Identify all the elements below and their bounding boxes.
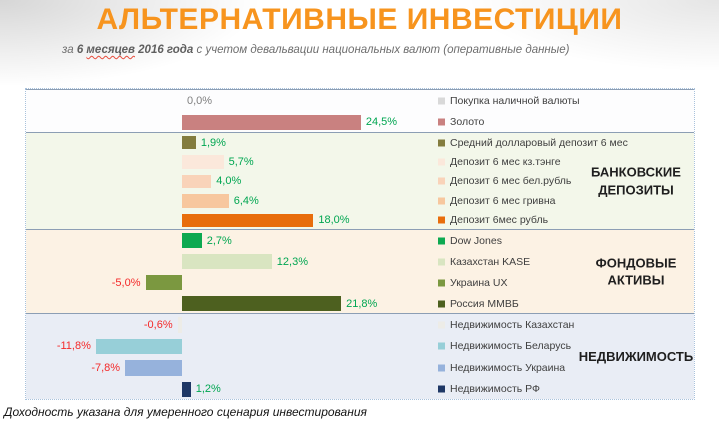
legend-label: Недвижимость Беларусь: [450, 340, 572, 353]
legend-swatch: [438, 258, 445, 265]
bar: [145, 275, 182, 290]
legend-label: Казахстан KASE: [450, 255, 531, 268]
bar-row: 4,0% Депозит 6 мес бел.рубль: [26, 172, 694, 191]
legend-swatch: [438, 342, 445, 350]
value-label: 2,7%: [206, 234, 232, 247]
group-label: НЕДВИЖИМОСТЬ: [578, 348, 694, 364]
bar-row: 21,8% Россия ММВБ: [26, 293, 694, 314]
legend-label: Покупка наличной валюты: [450, 94, 580, 107]
bar-row: -7,8% Недвижимость Украина: [26, 357, 694, 379]
bar: [182, 174, 212, 189]
bar: [182, 233, 202, 248]
legend-swatch: [438, 279, 445, 286]
group-label: ФОНДОВЫЕ АКТИВЫ: [595, 254, 677, 288]
subtitle-period-word: месяцев: [86, 44, 135, 56]
bar: [177, 317, 182, 333]
group-label: БАНКОВСКИЕ ДЕПОЗИТЫ: [591, 164, 681, 197]
legend-swatch: [438, 158, 445, 166]
bar-row: -5,0% Украина UX: [26, 272, 694, 293]
value-label: 24,5%: [365, 116, 398, 129]
bar-row: 0,0% Покупка наличной валюты: [26, 90, 694, 112]
subtitle-prefix: за: [62, 44, 77, 56]
legend-label: Депозит 6 мес гривна: [450, 194, 556, 207]
legend-label: Депозит 6 мес бел.рубль: [450, 175, 572, 188]
legend-swatch: [438, 385, 445, 393]
bar-row: 5,7% Депозит 6 мес кз.тэнге: [26, 152, 694, 171]
bar: [182, 296, 342, 311]
legend-label: Депозит 6 мес кз.тэнге: [450, 156, 561, 169]
bar: [182, 194, 229, 208]
chart-section: -0,6% Недвижимость Казахстан -11,8% Недвижи…: [26, 313, 694, 399]
legend-label: Золото: [450, 116, 485, 129]
bar: [95, 338, 182, 354]
legend-swatch: [438, 118, 445, 126]
chart-section: 2,7% Dow Jones 12,3% Казахстан KASE -5,0% Укр…: [26, 229, 694, 313]
legend-label: Недвижимость РФ: [450, 383, 541, 396]
bar-row: 18,0% Депозит 6мес рубль: [26, 211, 694, 230]
legend-swatch: [438, 321, 445, 329]
value-label: 0,0%: [187, 94, 213, 107]
value-label: -7,8%: [91, 361, 121, 374]
subtitle-period-number: 6: [76, 44, 87, 56]
value-label: 18,0%: [318, 214, 350, 227]
bar-chart: 0,0% Покупка наличной валюты 24,5% Золото 1,…: [25, 88, 695, 400]
value-label: 6,4%: [233, 194, 259, 207]
legend-label: Недвижимость Украина: [450, 361, 566, 374]
legend-swatch: [438, 364, 445, 372]
legend-swatch: [438, 97, 445, 105]
legend-label: Средний долларовый депозит 6 мес: [450, 136, 628, 149]
value-label: 5,7%: [228, 156, 254, 169]
value-label: 1,9%: [200, 136, 226, 149]
subtitle-rest: с учетом девальвации национальных валют …: [193, 44, 570, 56]
value-label: 12,3%: [276, 255, 308, 268]
bar: [182, 213, 314, 227]
bar: [182, 114, 361, 130]
legend-label: Украина UX: [450, 276, 508, 289]
legend-swatch: [438, 177, 445, 185]
bar-row: 12,3% Казахстан KASE: [26, 251, 694, 272]
bar-row: 1,2% Недвижимость РФ: [26, 379, 694, 401]
bar-row: -11,8% Недвижимость Беларусь: [26, 336, 694, 358]
bar-row: -0,6% Недвижимость Казахстан: [26, 314, 694, 336]
legend-label: Россия ММВБ: [450, 297, 519, 310]
page-title: АЛЬТЕРНАТИВНЫЕ ИНВЕСТИЦИИ: [96, 3, 623, 36]
legend-swatch: [438, 197, 445, 205]
bar: [182, 254, 272, 269]
legend-swatch: [438, 139, 445, 147]
footnote: Доходность указана для умеренного сценар…: [4, 405, 367, 419]
chart-section: 1,9% Средний долларовый депозит 6 мес 5,7%…: [26, 132, 694, 229]
value-label: 4,0%: [216, 175, 242, 188]
bar-row: 6,4% Депозит 6 мес гривна: [26, 191, 694, 210]
bar: [182, 381, 191, 397]
legend-swatch: [438, 300, 445, 307]
bar-row: 2,7% Dow Jones: [26, 230, 694, 251]
chart-section: 0,0% Покупка наличной валюты 24,5% Золото: [26, 89, 694, 132]
bar-row: 24,5% Золото: [26, 112, 694, 134]
legend-swatch: [438, 237, 445, 244]
legend-swatch: [438, 216, 445, 224]
subtitle-year: 2016 года: [134, 44, 194, 56]
value-label: -0,6%: [143, 318, 173, 331]
value-label: -11,8%: [56, 340, 91, 353]
bar: [125, 360, 182, 376]
value-label: 1,2%: [195, 383, 221, 396]
bar: [182, 155, 224, 169]
value-label: -5,0%: [111, 276, 141, 289]
legend-label: Недвижимость Казахстан: [450, 318, 575, 331]
value-label: 21,8%: [346, 297, 378, 310]
legend-label: Депозит 6мес рубль: [450, 214, 549, 227]
legend-label: Dow Jones: [450, 234, 502, 247]
chart-subtitle: за 6 месяцев 2016 года с учетом девальва…: [62, 44, 569, 56]
bar-row: 1,9% Средний долларовый депозит 6 мес: [26, 133, 694, 152]
bar: [182, 136, 196, 150]
